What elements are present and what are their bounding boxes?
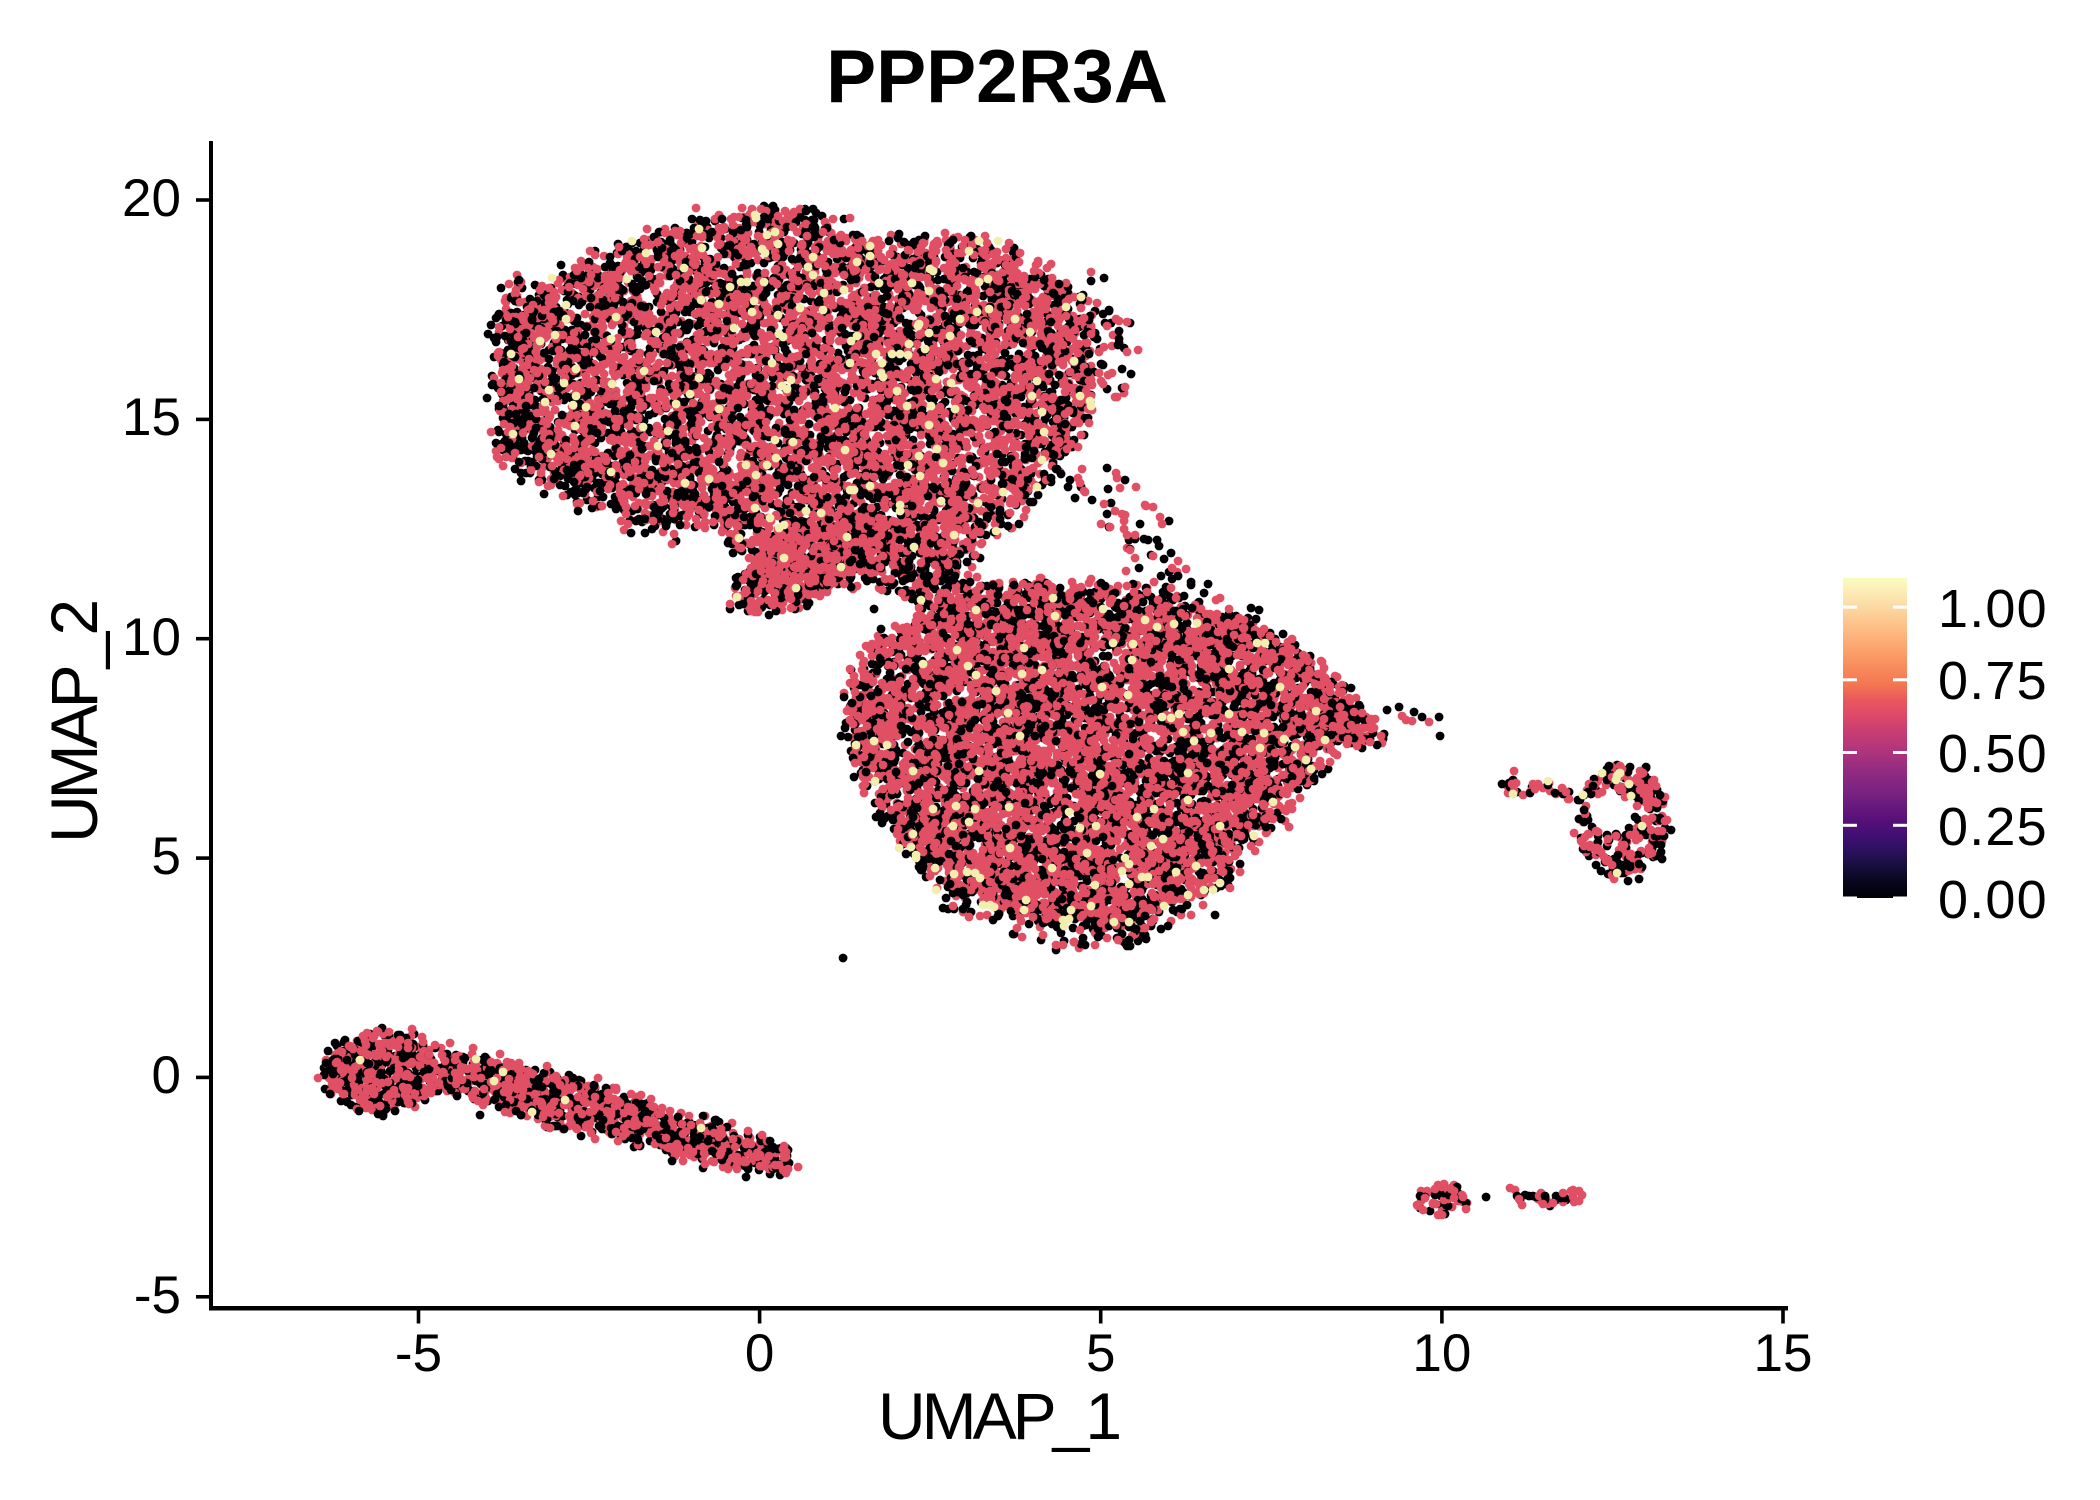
svg-text:10: 10 xyxy=(1412,1324,1471,1383)
svg-text:0: 0 xyxy=(152,1046,181,1105)
svg-text:1.00: 1.00 xyxy=(1938,579,2048,639)
svg-text:15: 15 xyxy=(1754,1324,1813,1383)
svg-text:0.25: 0.25 xyxy=(1938,797,2048,857)
svg-text:-5: -5 xyxy=(134,1266,181,1325)
svg-text:PPP2R3A: PPP2R3A xyxy=(826,34,1168,118)
svg-text:0.75: 0.75 xyxy=(1938,651,2048,711)
svg-text:5: 5 xyxy=(152,827,181,886)
svg-text:-5: -5 xyxy=(395,1324,442,1383)
svg-text:UMAP_1: UMAP_1 xyxy=(878,1379,1119,1453)
svg-text:5: 5 xyxy=(1086,1324,1115,1383)
svg-text:UMAP_2: UMAP_2 xyxy=(37,602,111,843)
svg-text:0.00: 0.00 xyxy=(1938,870,2048,930)
svg-text:10: 10 xyxy=(122,608,181,667)
svg-text:0: 0 xyxy=(745,1324,774,1383)
svg-text:0.50: 0.50 xyxy=(1938,724,2048,784)
svg-text:20: 20 xyxy=(122,169,181,228)
svg-text:15: 15 xyxy=(122,388,181,447)
